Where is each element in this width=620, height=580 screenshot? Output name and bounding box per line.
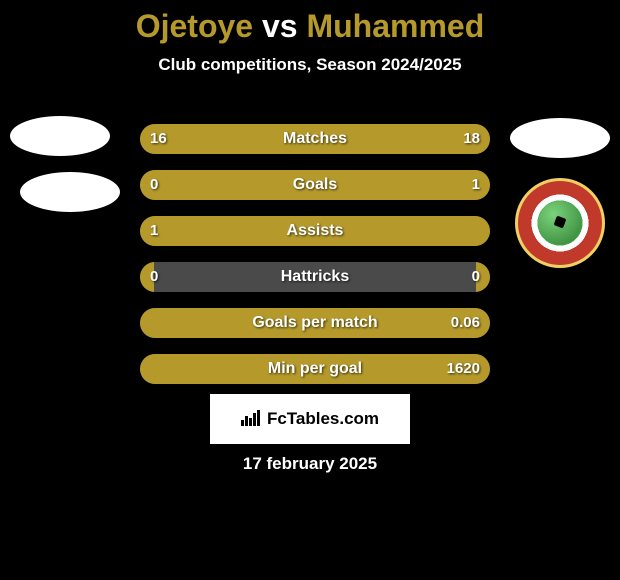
- stat-value-right: 1620: [447, 354, 480, 384]
- stat-value-left: 0: [150, 170, 158, 200]
- stat-row: Matches16 18: [140, 124, 490, 154]
- stat-row: Assists1: [140, 216, 490, 246]
- stat-row: Min per goal1620: [140, 354, 490, 384]
- stat-label: Min per goal: [140, 354, 490, 384]
- soccer-ball-icon: [538, 201, 582, 245]
- player1-avatar: [10, 116, 110, 156]
- stat-label: Hattricks: [140, 262, 490, 292]
- player2-avatar: [510, 118, 610, 158]
- stat-value-right: 0: [472, 262, 480, 292]
- stats-container: Matches1618Goals01Assists1Hattricks00Goa…: [140, 124, 490, 400]
- bars-icon: [241, 410, 261, 429]
- player1-club-avatar: [20, 172, 120, 212]
- subtitle: Club competitions, Season 2024/2025: [0, 55, 620, 75]
- stat-row: Goals per match0.06: [140, 308, 490, 338]
- stat-value-left: 16: [150, 124, 167, 154]
- page-title: Ojetoye vs Muhammed: [0, 0, 620, 45]
- stat-row: Hattricks0 0: [140, 262, 490, 292]
- comparison-card: Ojetoye vs Muhammed Club competitions, S…: [0, 0, 620, 580]
- stat-row: Goals0 1: [140, 170, 490, 200]
- title-player2: Muhammed: [306, 8, 484, 44]
- stat-value-right: 18: [463, 124, 480, 154]
- stat-value-right: 0.06: [451, 308, 480, 338]
- logo-text: FcTables.com: [267, 409, 379, 429]
- stat-label: Goals: [140, 170, 490, 200]
- title-player1: Ojetoye: [136, 8, 253, 44]
- date-label: 17 february 2025: [0, 454, 620, 474]
- stat-value-right: 1: [472, 170, 480, 200]
- stat-label: Assists: [140, 216, 490, 246]
- player2-club-badge: [515, 178, 605, 268]
- stat-label: Goals per match: [140, 308, 490, 338]
- stat-label: Matches: [140, 124, 490, 154]
- stat-value-left: 1: [150, 216, 158, 246]
- title-vs: vs: [262, 8, 306, 44]
- stat-value-left: 0: [150, 262, 158, 292]
- fctables-logo[interactable]: FcTables.com: [210, 394, 410, 444]
